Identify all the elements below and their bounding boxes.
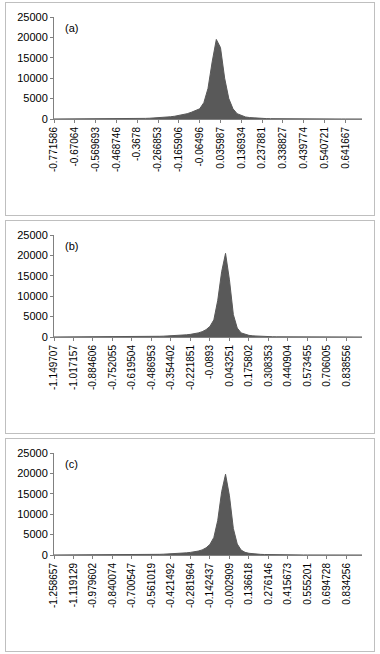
svg-text:0.175802: 0.175802 xyxy=(243,345,254,387)
svg-text:-0.354402: -0.354402 xyxy=(165,345,176,390)
svg-text:-0.569693: -0.569693 xyxy=(90,127,101,172)
svg-text:0.276146: 0.276146 xyxy=(263,563,274,605)
svg-text:25000: 25000 xyxy=(17,447,48,459)
svg-text:15000: 15000 xyxy=(17,270,48,282)
svg-text:10000: 10000 xyxy=(17,72,48,84)
svg-text:-0.468746: -0.468746 xyxy=(111,127,122,172)
svg-text:25000: 25000 xyxy=(17,11,48,23)
svg-text:(c): (c) xyxy=(65,458,78,470)
svg-text:-0.3678: -0.3678 xyxy=(131,127,142,161)
svg-text:5000: 5000 xyxy=(23,528,47,540)
svg-text:0.834256: 0.834256 xyxy=(341,563,352,605)
svg-text:-0.06496: -0.06496 xyxy=(194,127,205,167)
svg-text:-0.752055: -0.752055 xyxy=(107,345,118,390)
svg-text:-0.0893: -0.0893 xyxy=(204,345,215,379)
svg-text:0: 0 xyxy=(42,331,48,343)
svg-text:0.555201: 0.555201 xyxy=(302,563,313,605)
svg-text:0.439774: 0.439774 xyxy=(298,127,309,169)
svg-text:0: 0 xyxy=(42,549,48,561)
svg-text:-1.119129: -1.119129 xyxy=(68,563,79,608)
svg-text:15000: 15000 xyxy=(17,488,48,500)
svg-text:-0.421492: -0.421492 xyxy=(165,563,176,608)
svg-text:-0.281964: -0.281964 xyxy=(185,563,196,608)
svg-text:0.136934: 0.136934 xyxy=(236,127,247,169)
svg-text:20000: 20000 xyxy=(17,249,48,261)
svg-text:-1.017157: -1.017157 xyxy=(68,345,79,390)
svg-text:0.540721: 0.540721 xyxy=(319,127,330,169)
svg-text:0.136618: 0.136618 xyxy=(243,563,254,605)
svg-text:-0.619504: -0.619504 xyxy=(126,345,137,390)
svg-text:0.308353: 0.308353 xyxy=(263,345,274,387)
svg-text:-0.771586: -0.771586 xyxy=(48,127,59,172)
svg-text:-1.149707: -1.149707 xyxy=(48,345,59,390)
svg-text:-0.221851: -0.221851 xyxy=(185,345,196,390)
svg-text:0.043251: 0.043251 xyxy=(224,345,235,387)
svg-text:20000: 20000 xyxy=(17,31,48,43)
svg-text:20000: 20000 xyxy=(17,467,48,479)
svg-text:0.641667: 0.641667 xyxy=(340,127,351,169)
svg-text:(b): (b) xyxy=(65,240,78,252)
svg-text:-1.258657: -1.258657 xyxy=(48,563,59,608)
svg-text:0.440904: 0.440904 xyxy=(282,345,293,387)
svg-text:-0.486953: -0.486953 xyxy=(146,345,157,390)
svg-text:10000: 10000 xyxy=(17,508,48,520)
svg-text:0.415673: 0.415673 xyxy=(282,563,293,605)
svg-text:-0.561019: -0.561019 xyxy=(146,563,157,608)
svg-text:-0.700547: -0.700547 xyxy=(126,563,137,608)
svg-text:25000: 25000 xyxy=(17,229,48,241)
svg-text:0.838556: 0.838556 xyxy=(341,345,352,387)
svg-text:(a): (a) xyxy=(65,22,78,34)
svg-text:0.706005: 0.706005 xyxy=(321,345,332,387)
svg-text:-0.266853: -0.266853 xyxy=(152,127,163,172)
svg-text:-0.67064: -0.67064 xyxy=(69,127,80,167)
svg-text:5000: 5000 xyxy=(23,310,47,322)
svg-text:-0.002909: -0.002909 xyxy=(224,563,235,608)
svg-text:-0.884606: -0.884606 xyxy=(87,345,98,390)
svg-text:10000: 10000 xyxy=(17,290,48,302)
svg-text:-0.979602: -0.979602 xyxy=(87,563,98,608)
svg-text:0.694728: 0.694728 xyxy=(321,563,332,605)
svg-text:0.573455: 0.573455 xyxy=(302,345,313,387)
svg-text:-0.165906: -0.165906 xyxy=(173,127,184,172)
svg-text:-0.840074: -0.840074 xyxy=(107,563,118,608)
svg-text:0.035987: 0.035987 xyxy=(215,127,226,169)
svg-text:0.338827: 0.338827 xyxy=(277,127,288,169)
svg-text:15000: 15000 xyxy=(17,52,48,64)
svg-text:5000: 5000 xyxy=(23,92,47,104)
svg-text:0: 0 xyxy=(42,113,48,125)
svg-text:-0.142437: -0.142437 xyxy=(204,563,215,608)
svg-text:0.237881: 0.237881 xyxy=(256,127,267,169)
